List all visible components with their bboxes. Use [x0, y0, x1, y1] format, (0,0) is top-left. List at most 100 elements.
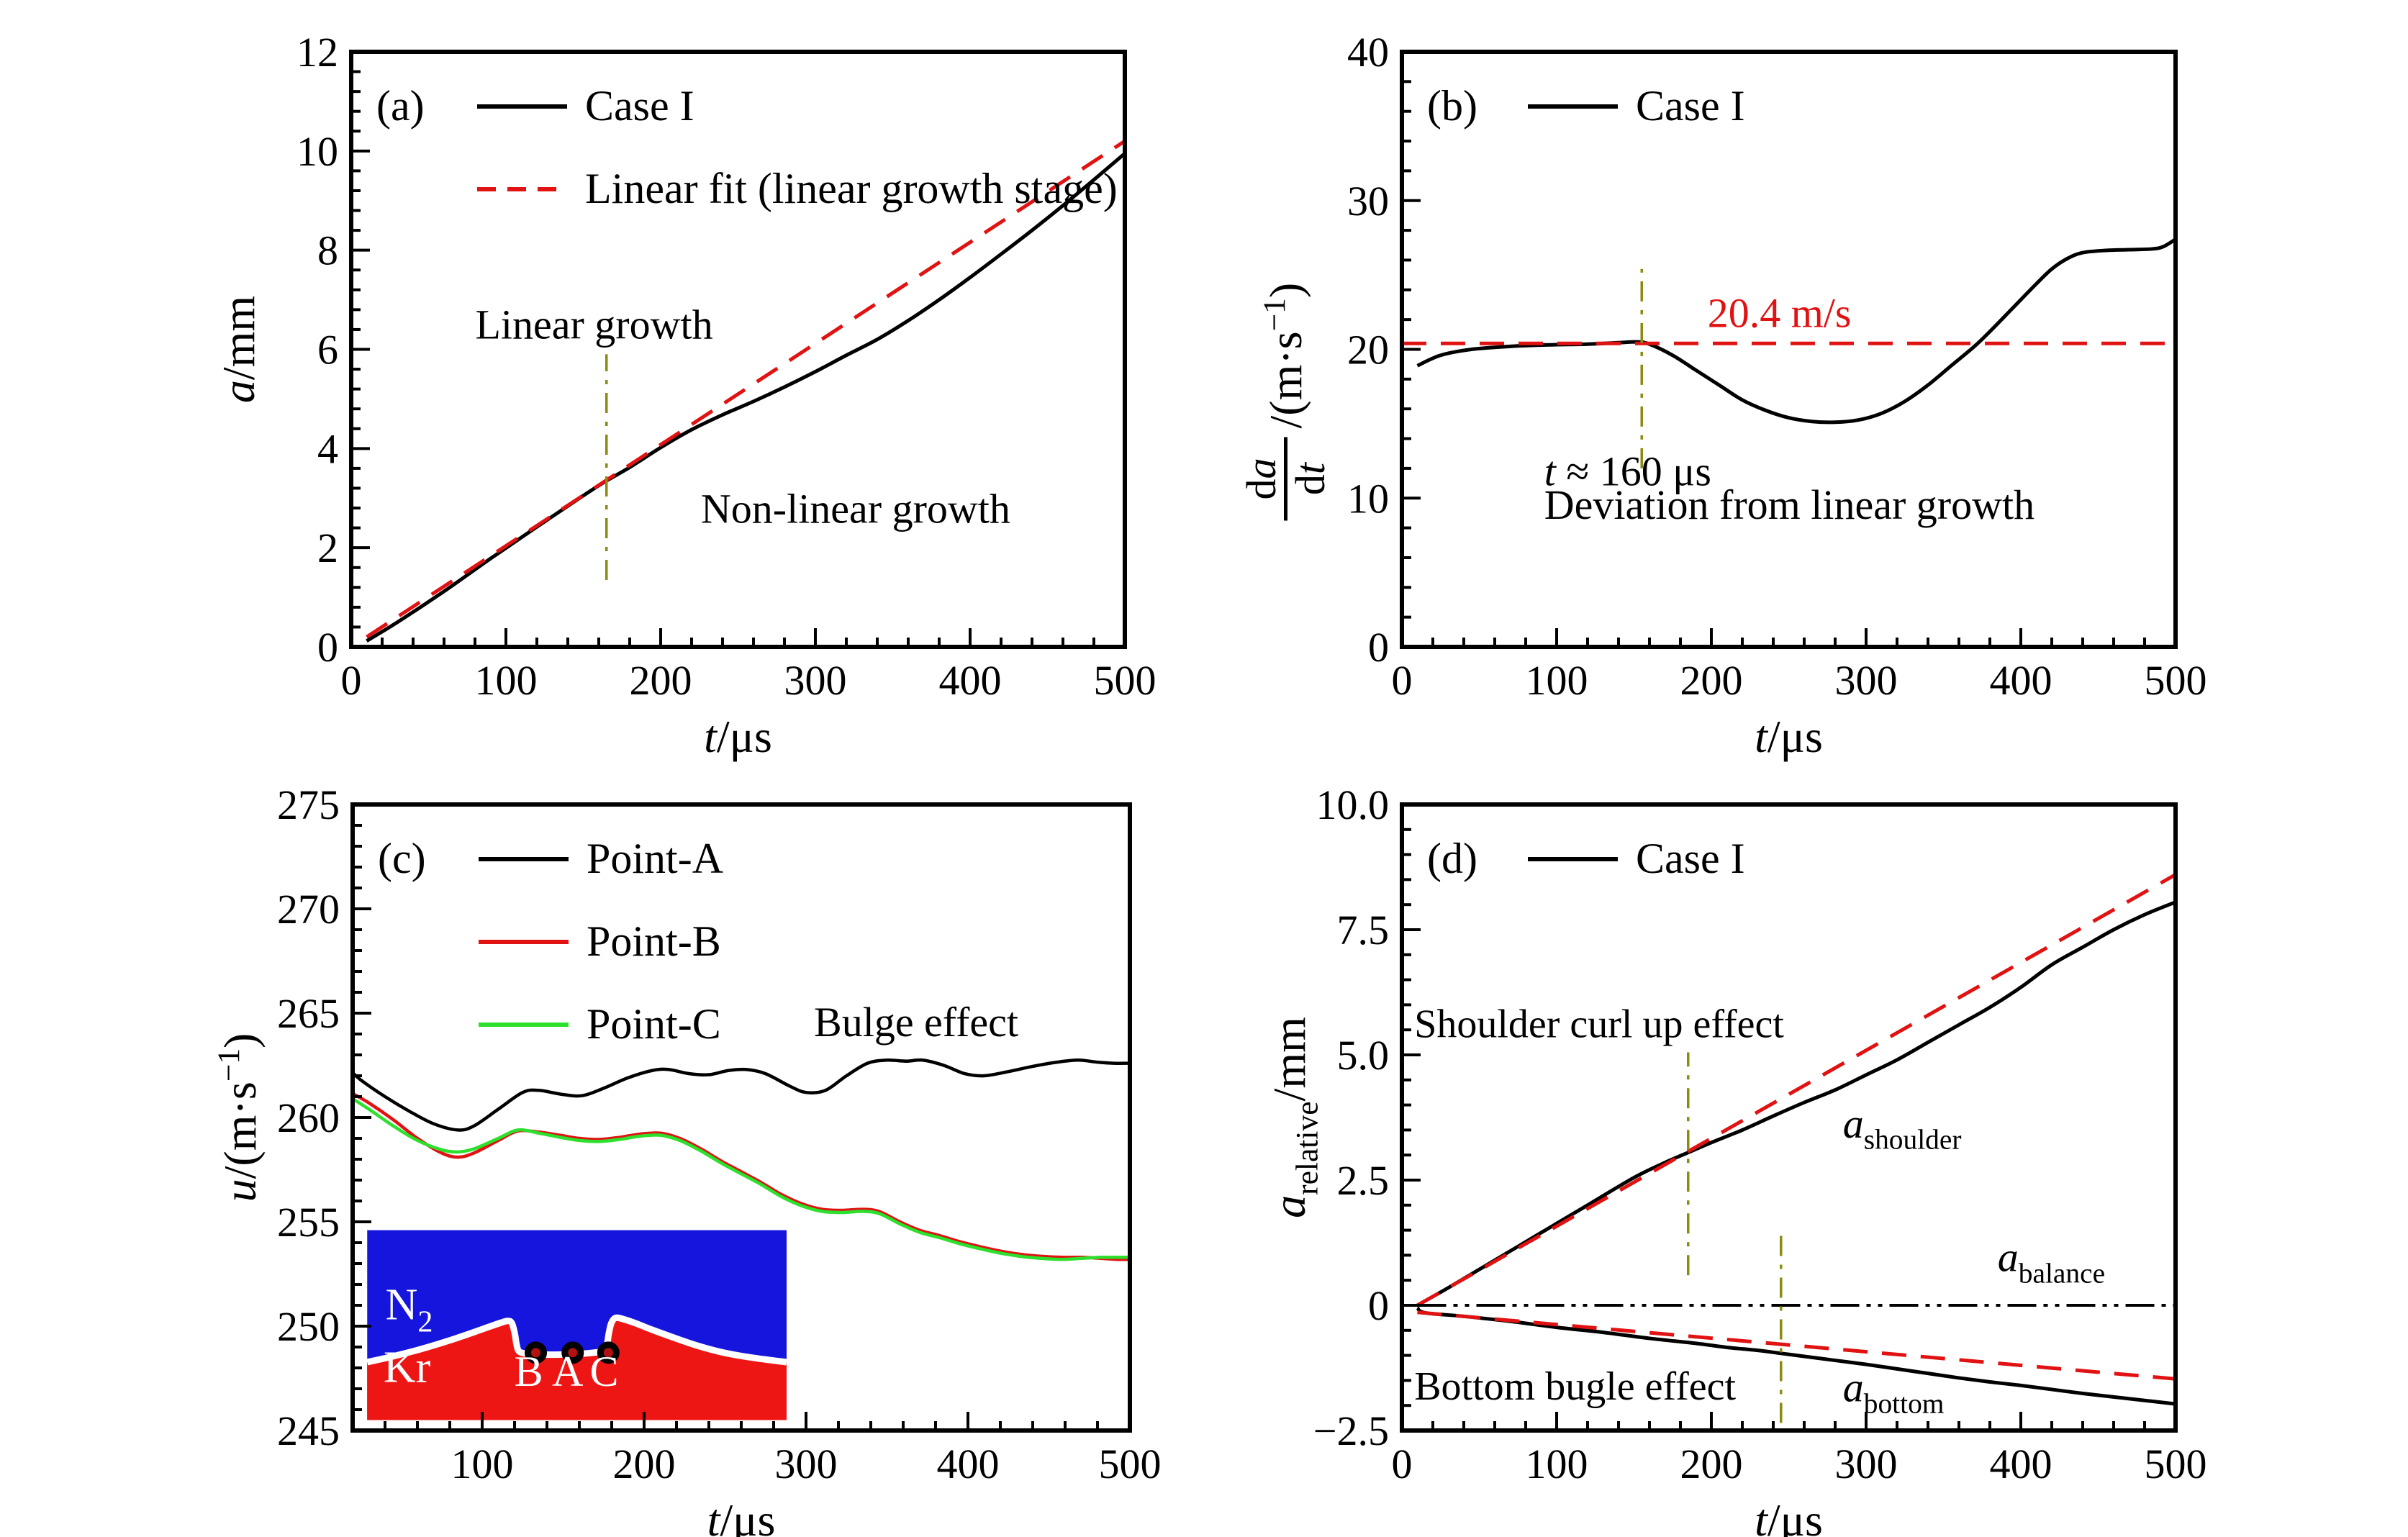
y-tick-label: 4 — [317, 425, 338, 472]
panel-background — [1204, 0, 2408, 768]
annotation: abalance — [1998, 1234, 2105, 1289]
axes-ticks — [1402, 80, 2146, 647]
x-tick-label: 0 — [1392, 657, 1413, 704]
x-axis-title: t/μs — [1755, 1495, 1823, 1537]
x-tick-label: 200 — [1680, 1441, 1743, 1487]
y-axis-frac-denominator: dt — [1287, 461, 1334, 495]
inset-point-a-label: A — [552, 1348, 583, 1395]
legend-entry-label: Point-A — [587, 835, 723, 882]
panel-b-chart: 0 100 200 300 400 500 0 10 20 30 40 t/μs da dt /(m·s−1… — [1204, 0, 2408, 768]
legend: (a) Case I Linear fit (linear growth stage… — [376, 82, 1118, 212]
series-group — [366, 139, 1126, 643]
y-axis-frac-numerator: da — [1238, 458, 1285, 500]
y-axis-title: arelative/mm — [1264, 1017, 1324, 1218]
panel-d-svg: 0 100 200 300 400 500−2.502.55.07.510.0t/μsar… — [1204, 768, 2408, 1537]
y-tick-label: 2 — [317, 525, 338, 571]
x-axis-title: t/μs — [704, 711, 772, 762]
legend-entry-label: Case I — [1636, 835, 1745, 882]
panel-tag: (c) — [378, 835, 426, 882]
series-a-shoulder-line — [1416, 900, 2176, 1307]
y-tick-label: 275 — [277, 781, 340, 828]
y-tick-label: 0 — [1368, 1282, 1389, 1329]
x-tick-label: 300 — [784, 657, 847, 704]
series-case-i-line — [366, 152, 1126, 643]
y-axis-title: a/mm — [213, 296, 264, 403]
annotation: Shoulder curl up effect — [1414, 1002, 1784, 1047]
y-tick-label: 8 — [317, 227, 338, 274]
annotation: Deviation from linear growth — [1544, 481, 2034, 528]
annotation: Linear growth — [475, 301, 712, 348]
panel-background — [0, 0, 1204, 768]
y-tick-label: 10.0 — [1316, 781, 1390, 828]
axes-ticks — [1402, 828, 2146, 1431]
annotation: t ≈ 160 μs — [1544, 448, 1711, 495]
y-tick-label: 10 — [1347, 475, 1389, 522]
y-tick-label: 6 — [317, 327, 338, 373]
panel-a-svg: 0 100 200 300 400 500 0 2 4 6 8 10 12 t/μs a/mm (a) Case… — [0, 0, 1204, 768]
x-tick-label: 200 — [613, 1441, 676, 1487]
y-tick-label: 10 — [297, 128, 338, 175]
x-tick-label: 200 — [630, 657, 692, 704]
panel-tag: (b) — [1427, 82, 1477, 130]
x-tick-label: 500 — [1099, 1441, 1162, 1487]
legend: (d) Case I — [1427, 835, 1745, 882]
legend: (c) Point-A Point-B Point-C — [378, 835, 723, 1048]
x-tick-label: 500 — [2145, 657, 2207, 704]
x-tick-label: 200 — [1680, 657, 1743, 704]
y-axis-title-text: a/mm — [213, 296, 264, 403]
x-tick-label: 100 — [475, 657, 538, 704]
y-axis-frac-units: /(m·s−1) — [1257, 283, 1311, 429]
x-tick-label: 0 — [341, 657, 362, 704]
series-bottom-linear-fit-line — [1417, 1310, 2176, 1381]
annotation: ashoulder — [1843, 1100, 1962, 1156]
x-tick-label: 100 — [1526, 1441, 1588, 1487]
y-axis-title-text: u/(m·s−1) — [212, 1033, 266, 1202]
legend-entry-label: Case I — [585, 82, 694, 130]
y-tick-label: 5.0 — [1337, 1032, 1390, 1079]
panel-tag: (a) — [376, 82, 425, 130]
series-group — [351, 1058, 1131, 1261]
y-tick-label: 7.5 — [1337, 907, 1390, 953]
x-tick-label: 100 — [451, 1441, 514, 1487]
panel-background — [1204, 768, 2408, 1537]
x-tick-label: 300 — [775, 1441, 838, 1487]
inset-kr-label: Kr — [384, 1343, 431, 1392]
inset-n2-label: N2 — [386, 1281, 433, 1339]
x-tick-label: 400 — [1990, 657, 2052, 704]
y-axis-frac-bar — [1284, 437, 1287, 521]
series-shoulder-linear-fit-line — [1416, 873, 2177, 1307]
x-tick-label: 300 — [1835, 657, 1898, 704]
annotation: Bulge effect — [814, 999, 1018, 1046]
x-tick-label: 500 — [2145, 1441, 2207, 1487]
panel-tag: (d) — [1427, 835, 1477, 882]
y-tick-label: 12 — [297, 29, 338, 76]
annotation: Non-linear growth — [701, 486, 1010, 532]
y-tick-label: 20 — [1347, 327, 1389, 373]
x-tick-label: 400 — [1990, 1441, 2052, 1487]
y-tick-label: 250 — [277, 1303, 340, 1350]
legend: (b) Case I — [1427, 82, 1745, 130]
panel-a-chart: 0 100 200 300 400 500 0 2 4 6 8 10 12 t/μs a/mm (a) Case… — [0, 0, 1204, 768]
y-tick-label: 2.5 — [1337, 1157, 1390, 1204]
legend-entry-label: Linear fit (linear growth stage) — [585, 165, 1118, 212]
series-a-bottom-line — [1416, 1306, 2176, 1406]
x-tick-label: 500 — [1094, 657, 1157, 704]
annotation: 20.4 m/s — [1708, 289, 1852, 336]
x-axis-title: t/μs — [707, 1495, 776, 1537]
panel-background — [0, 768, 1204, 1537]
y-tick-label: 245 — [277, 1407, 340, 1454]
y-tick-label: 0 — [1368, 624, 1389, 671]
y-tick-label: 40 — [1347, 29, 1389, 76]
axes-ticks — [353, 824, 1099, 1431]
y-tick-label: 255 — [277, 1199, 340, 1246]
y-tick-label: 265 — [277, 990, 340, 1037]
series-group — [1416, 873, 2177, 1406]
axes-ticks — [351, 70, 1095, 647]
y-tick-label: −2.5 — [1313, 1407, 1389, 1454]
annotation: Bottom bugle effect — [1414, 1364, 1736, 1409]
panel-c-chart: N2 Kr B A C 100 200 300 400 500 245 250 255 260 265 270… — [0, 768, 1204, 1537]
